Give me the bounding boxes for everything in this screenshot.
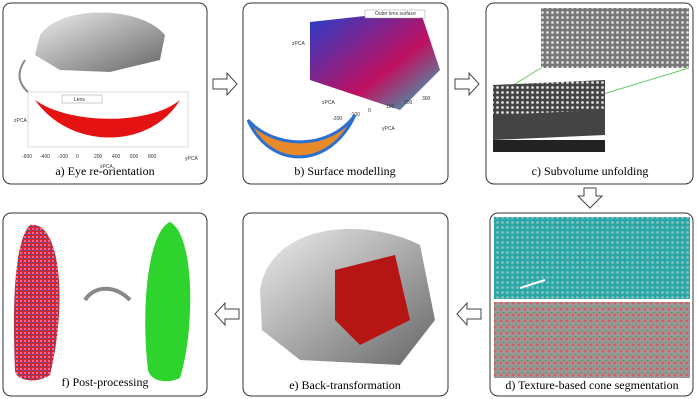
subvolume-base — [493, 140, 605, 152]
caption: c) Subvolume unfolding — [532, 164, 649, 178]
axis-label: zPCA — [292, 41, 305, 47]
tick-label: 100 — [386, 104, 395, 110]
caption: a) Eye re-orientation — [55, 164, 154, 178]
arrow-right — [212, 71, 238, 97]
process-arrow — [83, 286, 132, 302]
plot-box — [27, 91, 189, 148]
tick-label: -200 — [58, 154, 68, 160]
caption: d) Texture-based cone segmentation — [505, 378, 678, 392]
tick-label: -600 — [22, 154, 32, 160]
subvolume-top — [493, 80, 605, 115]
legend-text: Lens — [74, 97, 85, 103]
tick-label: 600 — [130, 154, 139, 160]
arrow-right — [454, 71, 480, 97]
unfolded-region — [335, 255, 410, 345]
caption: f) Post-processing — [62, 375, 149, 389]
arrow-down — [576, 187, 604, 209]
legend-text: Outer lens surface — [375, 11, 416, 17]
axis-label: xPCA — [100, 164, 113, 170]
tick-label: 800 — [148, 154, 157, 160]
tick-label: -200 — [332, 116, 342, 122]
tick-label: -400 — [40, 154, 50, 160]
legend-box — [61, 94, 103, 104]
tick-label: 0 — [76, 154, 79, 160]
legend-box — [364, 9, 426, 19]
cones-colored — [13, 224, 60, 381]
zoom-texture — [541, 8, 689, 68]
tick-label: 200 — [404, 100, 413, 106]
axis-label: yPCA — [382, 126, 395, 132]
axis-label: zPCA — [14, 118, 27, 124]
lens-cloud — [35, 100, 180, 138]
caption: e) Back-transformation — [289, 378, 401, 392]
axis-label: xPCA — [322, 100, 335, 106]
tick-label: 300 — [422, 96, 431, 102]
tick-label: 400 — [112, 154, 121, 160]
axis-label: yPCA — [185, 156, 198, 162]
segmented-lens — [246, 114, 357, 159]
segmentation-dots — [494, 302, 690, 378]
rotate-arrow — [18, 59, 29, 93]
caption: b) Surface modelling — [294, 164, 395, 178]
cones-filtered — [145, 222, 191, 382]
surface — [310, 10, 440, 110]
arrow-left — [456, 301, 482, 327]
zoom-line — [599, 67, 690, 96]
tick-label: 0 — [368, 108, 371, 114]
arrow-left — [214, 301, 240, 327]
tick-label: 200 — [94, 154, 103, 160]
eye-head — [35, 12, 165, 72]
pointer-arrow — [519, 279, 546, 289]
